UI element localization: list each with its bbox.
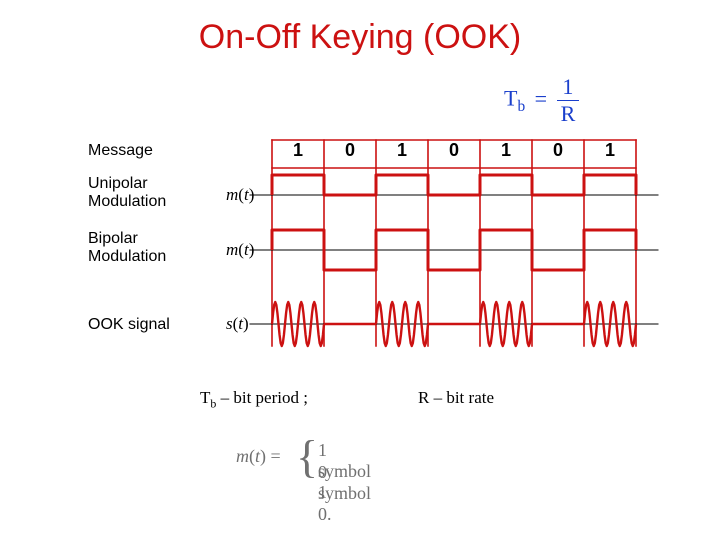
caption-tb: Tb – bit period ; xyxy=(200,388,308,411)
caption-r: R – bit rate xyxy=(418,388,494,408)
mt-case-1: 0symbol 0. xyxy=(318,462,371,525)
mt-definition: m(t) = { 1symbol 1 0symbol 0. xyxy=(236,446,281,467)
